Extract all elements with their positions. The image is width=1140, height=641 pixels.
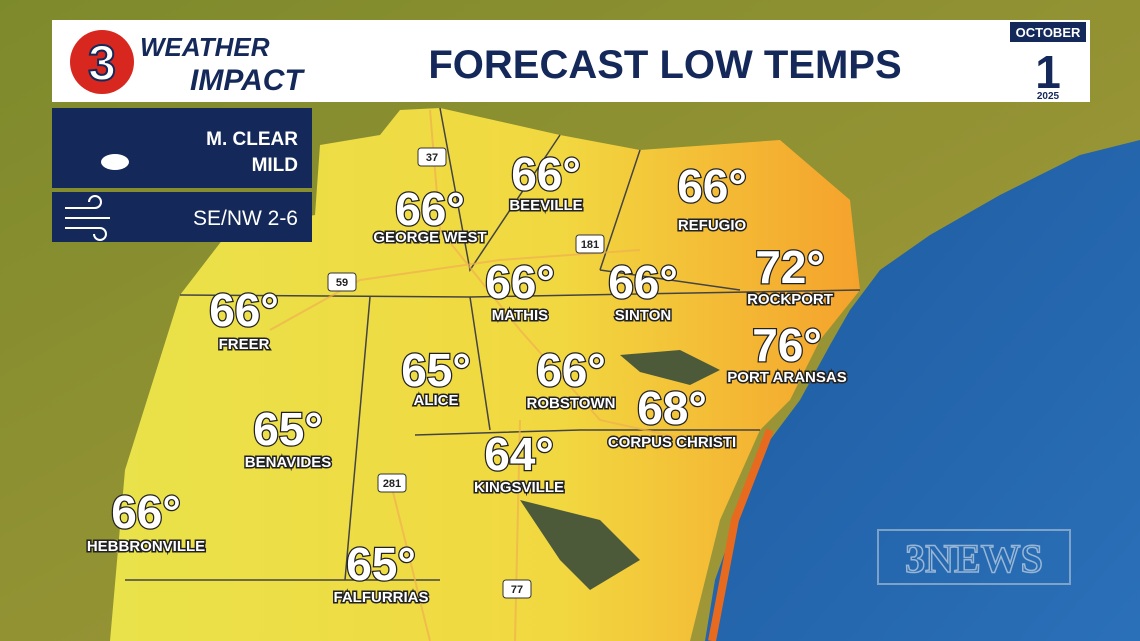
header-bar: [52, 20, 1090, 102]
sky-line2: MILD: [252, 155, 298, 176]
sky-line1: M. CLEAR: [206, 129, 298, 150]
city-temp: 66°: [111, 486, 181, 538]
city-name: HEBBRONVILLE: [87, 538, 205, 555]
date-day: 1: [1035, 46, 1061, 98]
ocean: [705, 140, 1140, 641]
highway-number: 77: [511, 584, 523, 596]
city-name: KINGSVILLE: [474, 479, 564, 496]
watermark: 3NEWS: [905, 536, 1043, 581]
city-name: SINTON: [615, 307, 671, 324]
city-temp: 66°: [677, 160, 747, 212]
city-temp: 66°: [395, 183, 465, 235]
city-temp: 65°: [253, 403, 323, 455]
city-name: CORPUS CHRISTI: [608, 434, 736, 451]
city-name: MATHIS: [492, 307, 548, 324]
city-name: BEEVILLE: [509, 197, 582, 214]
city-name: BENAVIDES: [245, 454, 331, 471]
highway-shield: [417, 147, 447, 167]
city-temp: 66°: [511, 148, 581, 200]
wind: SE/NW 2-6: [193, 207, 298, 230]
highway-shield: [575, 234, 605, 254]
city-name: ROCKPORT: [747, 291, 833, 308]
logo-line1: WEATHER: [140, 32, 270, 62]
title: FORECAST LOW TEMPS: [428, 43, 901, 87]
city-temp: 66°: [536, 344, 606, 396]
watermark-box: [877, 529, 1071, 585]
city-temp: 66°: [608, 256, 678, 308]
city-name: FALFURRIAS: [334, 589, 429, 606]
highway-number: 59: [336, 277, 348, 289]
highway-number: 37: [426, 152, 438, 164]
highway-number: 181: [581, 239, 599, 251]
highway-shield: [502, 579, 532, 599]
city-name: REFUGIO: [678, 217, 747, 234]
highway-shield: [327, 272, 357, 292]
barrier-island: [708, 428, 774, 641]
date-month-bar: [1010, 22, 1086, 42]
city-name: ROBSTOWN: [527, 395, 616, 412]
city-name: ALICE: [414, 392, 459, 409]
city-name: PORT ARANSAS: [727, 369, 846, 386]
logo-line2: IMPACT: [190, 64, 305, 97]
city-name: GEORGE WEST: [373, 229, 486, 246]
city-temp: 64°: [484, 428, 554, 480]
city-temp: 65°: [346, 538, 416, 590]
highway-shield: [377, 473, 407, 493]
city-temp: 76°: [752, 319, 822, 371]
city-name: FREER: [219, 336, 270, 353]
city-temp: 72°: [755, 241, 825, 293]
city-temp: 66°: [485, 256, 555, 308]
sky-panel: [52, 108, 312, 188]
highway-number: 281: [383, 478, 401, 490]
city-temp: 66°: [209, 284, 279, 336]
logo-circle: [70, 30, 134, 94]
city-temp: 68°: [637, 382, 707, 434]
date-month: OCTOBER: [1016, 25, 1081, 40]
logo-number: 3: [88, 35, 116, 91]
wind-icon: [65, 195, 110, 241]
county-lines: [125, 107, 861, 581]
date-year: 2025: [1037, 91, 1060, 102]
cloud-icon: [101, 154, 129, 170]
city-temp: 65°: [401, 344, 471, 396]
roads: [269, 109, 691, 641]
bays: [520, 350, 720, 590]
